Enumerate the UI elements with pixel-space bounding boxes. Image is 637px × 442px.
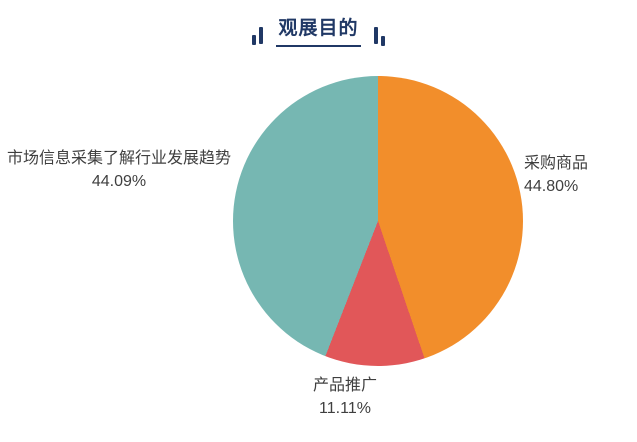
chart-title: 观展目的 [276,17,361,47]
slice-value-text: 44.80% [524,178,579,195]
slice-label-text: 采购商品 [524,155,589,172]
chart-header: 观展目的 [0,17,637,47]
bar-chart-decoration-icon-left [252,26,264,45]
slice-label-promotion: 产品推广 11.11% [275,374,415,420]
slice-label-purchase: 采购商品 44.80% [524,152,588,198]
slice-label-text: 市场信息采集了解行业发展趋势 [6,150,231,167]
pie-chart [233,76,523,366]
bar-chart-decoration-icon-right [373,26,385,46]
slice-value-text: 11.11% [319,400,371,417]
slice-value-text: 44.09% [91,173,147,190]
slice-label-text: 产品推广 [312,377,377,394]
slice-label-market-info: 市场信息采集了解行业发展趋势 44.09% [3,147,235,193]
